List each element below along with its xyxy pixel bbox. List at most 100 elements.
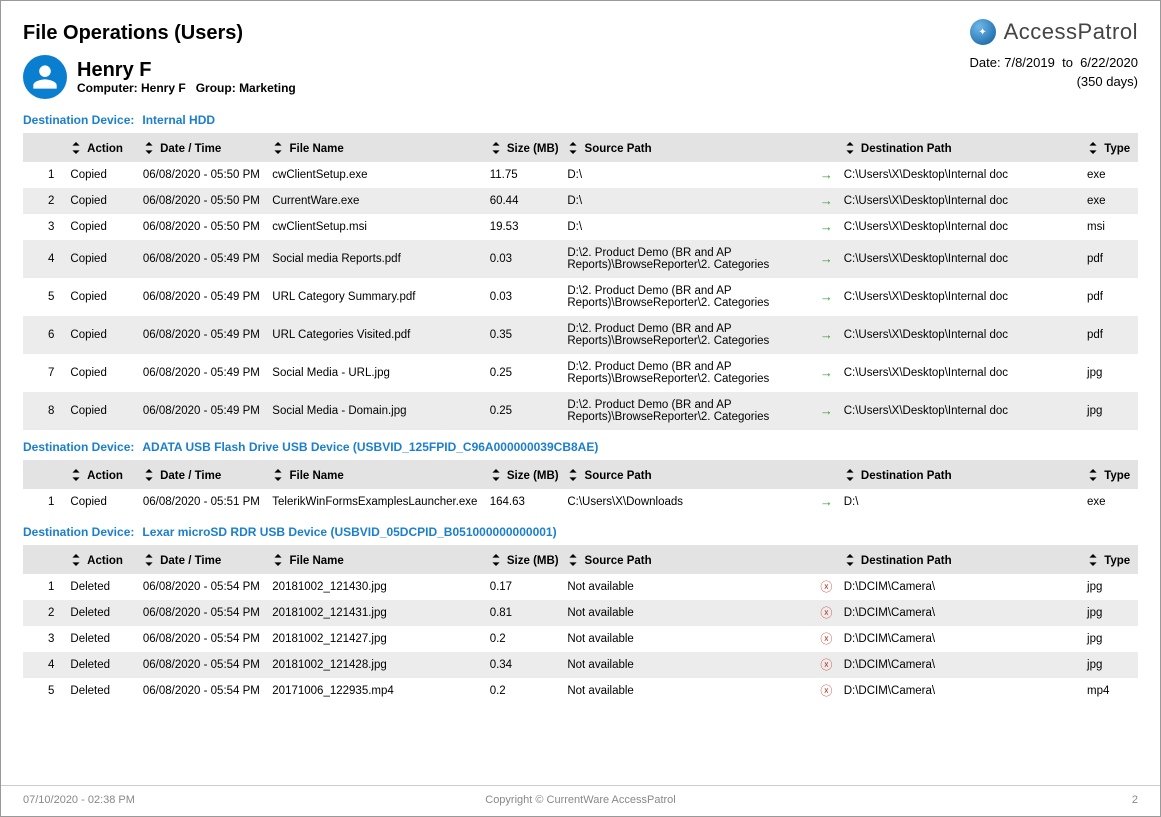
col-type[interactable]: Type xyxy=(1081,460,1138,489)
cell-action: Copied xyxy=(64,489,136,515)
col-action[interactable]: Action xyxy=(64,133,136,162)
sort-icon[interactable] xyxy=(567,469,579,481)
cell-icon: ⓧ xyxy=(815,626,838,652)
col-action[interactable]: Action xyxy=(64,545,136,574)
cell-type: pdf xyxy=(1081,316,1138,354)
cell-destination: D:\ xyxy=(838,489,1081,515)
sort-icon[interactable] xyxy=(1087,554,1099,566)
brand-icon xyxy=(970,19,996,45)
sort-icon[interactable] xyxy=(70,554,82,566)
cell-destination: D:\DCIM\Camera\ xyxy=(838,574,1081,600)
col-datetime[interactable]: Date / Time xyxy=(137,133,266,162)
sort-icon[interactable] xyxy=(143,142,155,154)
cell-icon: ⓧ xyxy=(815,574,838,600)
destination-device-value: Lexar microSD RDR USB Device (USBVID_05D… xyxy=(142,525,556,539)
col-filename[interactable]: File Name xyxy=(266,133,483,162)
col-size[interactable]: Size (MB) xyxy=(484,545,562,574)
cell-filename: 20171006_122935.mp4 xyxy=(266,678,483,704)
sort-icon[interactable] xyxy=(844,142,856,154)
table-row: 5Copied06/08/2020 - 05:49 PMURL Category… xyxy=(23,278,1138,316)
cell-filename: URL Category Summary.pdf xyxy=(266,278,483,316)
cell-source: D:\2. Product Demo (BR and AP Reports)\B… xyxy=(561,278,815,316)
table-row: 4Deleted06/08/2020 - 05:54 PM20181002_12… xyxy=(23,652,1138,678)
col-source[interactable]: Source Path xyxy=(561,545,815,574)
col-action[interactable]: Action xyxy=(64,460,136,489)
cell-filename: cwClientSetup.exe xyxy=(266,162,483,188)
cell-filename: 20181002_121428.jpg xyxy=(266,652,483,678)
destination-device-label: Destination Device: xyxy=(23,440,134,454)
cell-action: Copied xyxy=(64,188,136,214)
date-days: (350 days) xyxy=(970,74,1138,89)
sort-icon[interactable] xyxy=(272,554,284,566)
user-meta: Computer: Henry F Group: Marketing xyxy=(77,81,296,95)
col-arrow xyxy=(815,545,838,574)
cell-source: Not available xyxy=(561,626,815,652)
cell-source: Not available xyxy=(561,678,815,704)
cell-index: 1 xyxy=(23,489,64,515)
cell-source: Not available xyxy=(561,574,815,600)
sort-icon[interactable] xyxy=(490,142,502,154)
destination-device-row: Destination Device:ADATA USB Flash Drive… xyxy=(23,440,1138,454)
col-type[interactable]: Type xyxy=(1081,545,1138,574)
col-filename[interactable]: File Name xyxy=(266,545,483,574)
table-row: 6Copied06/08/2020 - 05:49 PMURL Categori… xyxy=(23,316,1138,354)
sort-icon[interactable] xyxy=(1087,142,1099,154)
arrow-right-icon: → xyxy=(820,365,833,380)
sort-icon[interactable] xyxy=(272,469,284,481)
arrow-right-icon: → xyxy=(820,219,833,234)
col-type[interactable]: Type xyxy=(1081,133,1138,162)
cell-type: jpg xyxy=(1081,626,1138,652)
col-datetime[interactable]: Date / Time xyxy=(137,460,266,489)
delete-icon: ⓧ xyxy=(820,632,832,646)
col-source[interactable]: Source Path xyxy=(561,133,815,162)
arrow-right-icon: → xyxy=(820,167,833,182)
col-size[interactable]: Size (MB) xyxy=(484,133,562,162)
cell-action: Copied xyxy=(64,278,136,316)
cell-filename: TelerikWinFormsExamplesLauncher.exe xyxy=(266,489,483,515)
file-operations-table: Action Date / Time File Name Size (MB) S… xyxy=(23,460,1138,515)
col-filename[interactable]: File Name xyxy=(266,460,483,489)
cell-type: jpg xyxy=(1081,600,1138,626)
cell-type: exe xyxy=(1081,162,1138,188)
table-row: 7Copied06/08/2020 - 05:49 PMSocial Media… xyxy=(23,354,1138,392)
cell-index: 3 xyxy=(23,626,64,652)
date-to: 6/22/2020 xyxy=(1080,55,1138,70)
sort-icon[interactable] xyxy=(143,554,155,566)
col-index xyxy=(23,460,64,489)
cell-datetime: 06/08/2020 - 05:51 PM xyxy=(137,489,266,515)
cell-icon: → xyxy=(815,392,838,430)
sort-icon[interactable] xyxy=(70,142,82,154)
cell-source: D:\ xyxy=(561,162,815,188)
file-operations-table: Action Date / Time File Name Size (MB) S… xyxy=(23,133,1138,430)
sort-icon[interactable] xyxy=(844,554,856,566)
cell-destination: C:\Users\X\Desktop\Internal doc xyxy=(838,214,1081,240)
sort-icon[interactable] xyxy=(567,142,579,154)
sort-icon[interactable] xyxy=(567,554,579,566)
sort-icon[interactable] xyxy=(272,142,284,154)
cell-index: 5 xyxy=(23,678,64,704)
cell-index: 6 xyxy=(23,316,64,354)
sort-icon[interactable] xyxy=(490,554,502,566)
col-destination[interactable]: Destination Path xyxy=(838,545,1081,574)
col-destination[interactable]: Destination Path xyxy=(838,133,1081,162)
sort-icon[interactable] xyxy=(490,469,502,481)
cell-size: 0.2 xyxy=(484,678,562,704)
col-source[interactable]: Source Path xyxy=(561,460,815,489)
cell-filename: Social Media - URL.jpg xyxy=(266,354,483,392)
col-datetime[interactable]: Date / Time xyxy=(137,545,266,574)
cell-icon: ⓧ xyxy=(815,600,838,626)
sort-icon[interactable] xyxy=(70,469,82,481)
cell-source: D:\ xyxy=(561,214,815,240)
table-row: 3Copied06/08/2020 - 05:50 PMcwClientSetu… xyxy=(23,214,1138,240)
user-block: Henry F Computer: Henry F Group: Marketi… xyxy=(23,55,296,99)
col-destination[interactable]: Destination Path xyxy=(838,460,1081,489)
sort-icon[interactable] xyxy=(1087,469,1099,481)
table-row: 5Deleted06/08/2020 - 05:54 PM20171006_12… xyxy=(23,678,1138,704)
col-size[interactable]: Size (MB) xyxy=(484,460,562,489)
sort-icon[interactable] xyxy=(844,469,856,481)
cell-destination: D:\DCIM\Camera\ xyxy=(838,652,1081,678)
sort-icon[interactable] xyxy=(143,469,155,481)
delete-icon: ⓧ xyxy=(820,606,832,620)
date-from: 7/8/2019 xyxy=(1004,55,1055,70)
arrow-right-icon: → xyxy=(820,403,833,418)
